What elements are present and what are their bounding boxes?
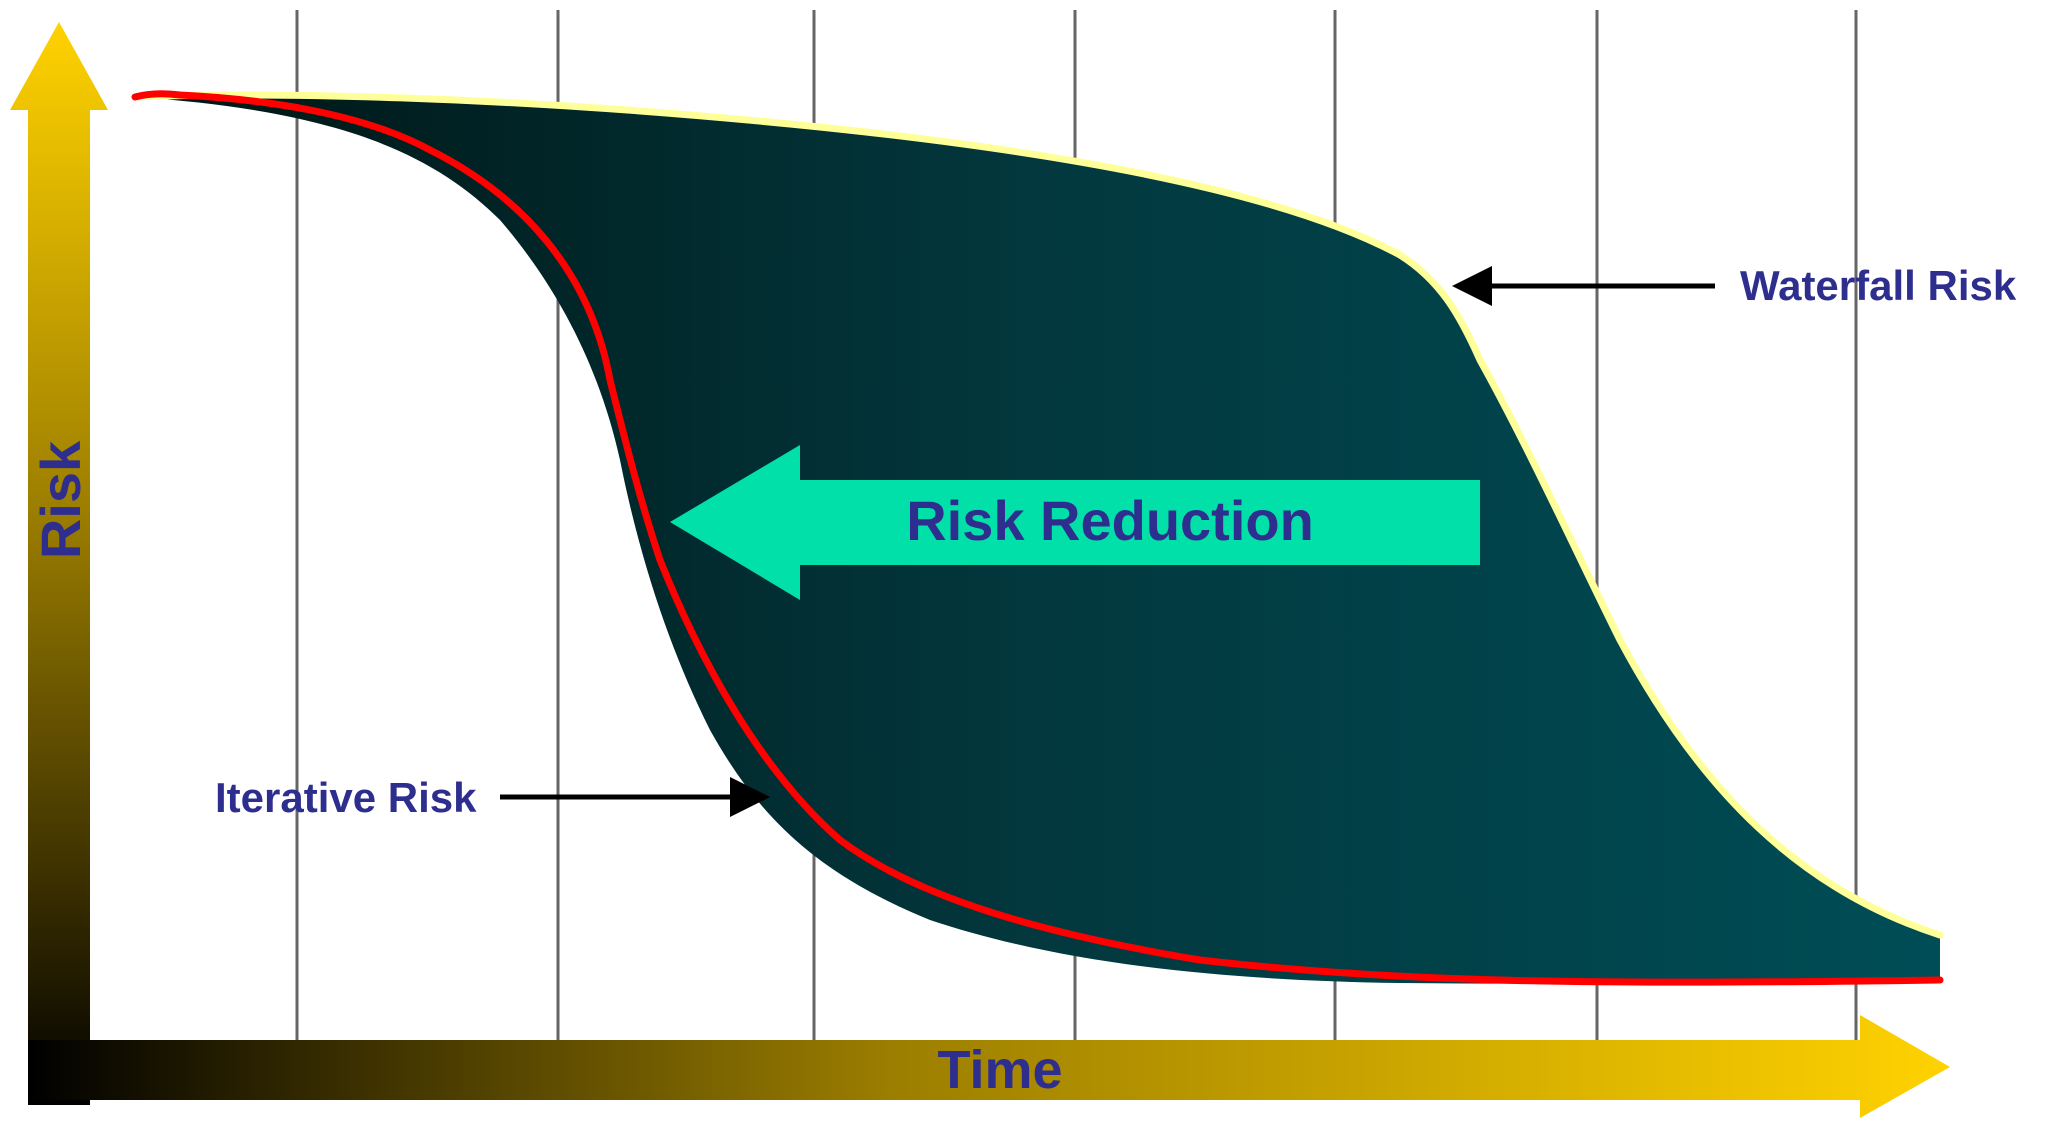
waterfall-risk-curve xyxy=(131,91,1944,939)
risk-reduction-label: Risk Reduction xyxy=(906,489,1314,552)
iterative-risk-label: Iterative Risk xyxy=(215,774,477,821)
x-axis-label: Time xyxy=(937,1040,1062,1100)
x-axis-arrow xyxy=(28,1015,1950,1118)
iterative-risk-curve xyxy=(131,90,1944,986)
y-axis-arrow xyxy=(10,22,108,1105)
y-axis-label: Risk xyxy=(29,440,92,559)
waterfall-risk-label: Waterfall Risk xyxy=(1740,262,2017,309)
risk-reduction-arrow xyxy=(670,445,1480,600)
